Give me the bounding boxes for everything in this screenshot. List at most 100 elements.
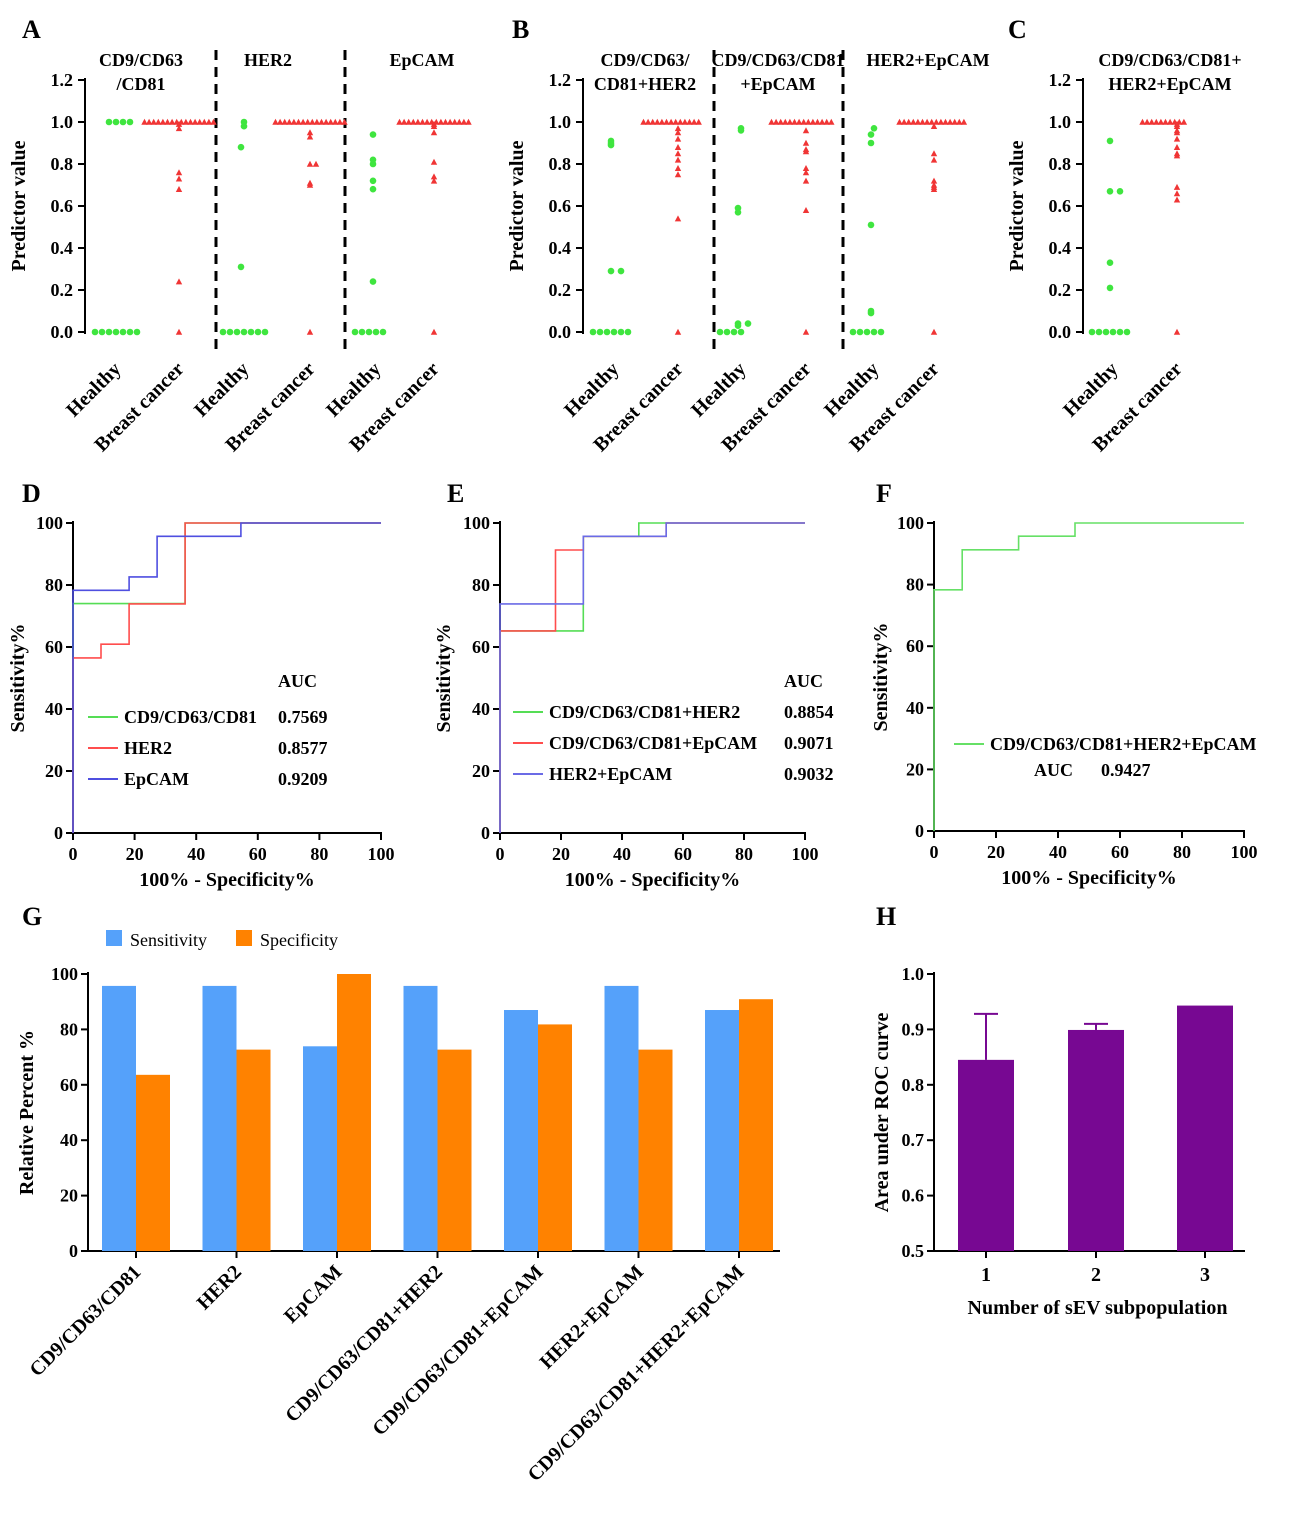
cancer-point-b — [677, 118, 684, 125]
y-tick-label-f: 40 — [906, 698, 924, 718]
y-tick-label-b: 0.4 — [549, 238, 572, 258]
x-category-label-b: Healthy — [560, 358, 623, 421]
cancer-point-b — [690, 118, 698, 125]
healthy-point-c — [1102, 328, 1110, 336]
y-tick-label-d: 60 — [45, 637, 63, 657]
healthy-point-a — [105, 118, 113, 126]
legend-label-e: CD9/CD63/CD81+HER2 — [549, 702, 740, 722]
x-category-label-g: EpCAM — [280, 1261, 347, 1328]
healthy-point-c — [1116, 328, 1124, 336]
y-tick-label-b: 0.8 — [549, 154, 572, 174]
cancer-point-a — [430, 158, 438, 165]
cancer-point-b — [782, 118, 789, 125]
bar-sensitivity — [303, 1046, 337, 1251]
x-tick-label-f: 80 — [1173, 842, 1191, 862]
healthy-point-b — [737, 125, 745, 132]
bar-h — [1177, 1005, 1233, 1251]
healthy-point-b — [617, 328, 625, 336]
cancer-point-a — [290, 118, 298, 125]
y-tick-label-a: 1.2 — [51, 70, 74, 90]
bar-sensitivity — [102, 985, 136, 1251]
cancer-point-a — [155, 118, 162, 125]
y-tick-label-a: 0.6 — [51, 196, 74, 216]
healthy-point-a — [91, 328, 99, 336]
healthy-point-a — [369, 278, 377, 285]
y-tick-label-e: 40 — [472, 699, 490, 719]
x-category-label-g: CD9/CD63/CD81+HER2+EpCAM — [524, 1261, 749, 1486]
cancer-point-b — [777, 118, 784, 125]
cancer-point-b — [802, 127, 810, 134]
cancer-point-b — [809, 118, 817, 125]
cancer-point-a — [430, 177, 438, 184]
healthy-point-b — [607, 137, 615, 145]
y-tick-label-g: 60 — [60, 1075, 78, 1095]
healthy-point-a — [237, 263, 245, 271]
cancer-point-a — [336, 118, 344, 125]
cancer-point-c — [1166, 118, 1174, 125]
cancer-point-b — [674, 165, 682, 171]
cancer-point-a — [396, 118, 403, 125]
cancer-point-c — [1157, 118, 1165, 125]
legend-swatch-g — [236, 930, 252, 946]
panel-letter-f: F — [876, 479, 892, 508]
healthy-point-a — [126, 118, 134, 126]
cancer-point-a — [175, 169, 183, 176]
cancer-point-b — [674, 156, 682, 163]
cancer-point-a — [141, 118, 148, 125]
cancer-point-b — [663, 118, 670, 125]
y-tick-label-h: 0.6 — [902, 1186, 925, 1206]
healthy-point-a — [237, 143, 245, 151]
y-tick-label-h: 1.0 — [902, 964, 925, 984]
y-tick-label-d: 100 — [36, 513, 63, 533]
cancer-point-b — [795, 118, 803, 125]
y-tick-label-c: 0.8 — [1049, 154, 1072, 174]
cancer-point-c — [1139, 118, 1146, 125]
cancer-point-c — [1173, 135, 1181, 142]
healthy-point-c — [1106, 137, 1114, 145]
legend-label-d: EpCAM — [124, 769, 189, 789]
x-tick-label-h: 2 — [1091, 1264, 1101, 1286]
cancer-point-a — [164, 118, 171, 125]
healthy-point-b — [877, 328, 885, 336]
cancer-point-b — [802, 148, 810, 155]
y-tick-label-g: 20 — [60, 1186, 78, 1206]
healthy-point-b — [849, 328, 857, 336]
healthy-point-a — [247, 328, 255, 336]
panel-letter-h: H — [876, 902, 896, 931]
healthy-point-b — [867, 139, 875, 147]
cancer-point-c — [1180, 118, 1188, 125]
cancer-point-a — [437, 118, 445, 125]
bar-sensitivity — [403, 985, 438, 1251]
y-axis-label-f: Sensitivity% — [870, 623, 892, 732]
x-axis-label-e: 100% - Specificity% — [565, 869, 741, 891]
healthy-point-a — [133, 328, 141, 336]
y-tick-label-f: 60 — [906, 636, 924, 656]
y-axis-label-e: Sensitivity% — [433, 624, 455, 733]
cancer-point-b — [658, 118, 666, 125]
roc-curve-f — [933, 522, 1244, 831]
x-axis-label-d: 100% - Specificity% — [139, 869, 315, 891]
cancer-point-a — [182, 118, 190, 125]
cancer-point-b — [930, 186, 938, 192]
bar-specificity — [739, 999, 773, 1251]
bar-specificity — [337, 974, 371, 1251]
cancer-point-a — [187, 118, 194, 125]
cancer-point-a — [175, 175, 183, 182]
cancer-point-b — [951, 118, 958, 125]
cancer-point-b — [914, 118, 922, 125]
legend-label-g: Specificity — [260, 930, 338, 950]
cancer-point-a — [312, 160, 320, 167]
y-tick-label-f: 100 — [897, 513, 924, 533]
cancer-point-c — [1173, 152, 1181, 159]
x-tick-label-d: 20 — [126, 844, 144, 864]
x-tick-label-e: 100 — [792, 844, 819, 864]
cancer-point-b — [930, 328, 938, 335]
group-title-c: HER2+EpCAM — [1108, 74, 1231, 94]
y-tick-label-g: 80 — [60, 1019, 78, 1039]
cancer-point-a — [322, 118, 330, 125]
y-tick-label-b: 0.6 — [549, 196, 572, 216]
healthy-point-a — [372, 328, 380, 336]
x-tick-label-f: 60 — [1111, 842, 1129, 862]
cancer-point-c — [1148, 118, 1155, 125]
cancer-point-b — [805, 118, 812, 125]
